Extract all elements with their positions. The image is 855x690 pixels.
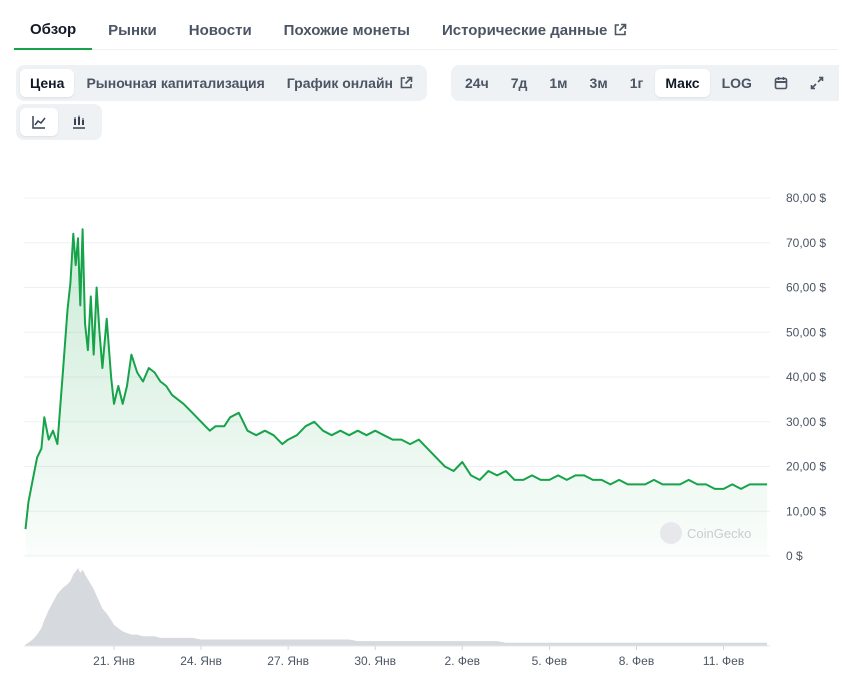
x-tick-label: 5. Фев: [532, 654, 568, 668]
tab-2[interactable]: Новости: [173, 10, 268, 50]
tab-bar: Обзор Рынки Новости Похожие монеты Историчес…: [14, 10, 838, 50]
y-tick-label: 20,00 $: [786, 460, 826, 474]
time-range-selector: 24ч 7д 1м 3м 1г Макс LOG: [451, 65, 839, 101]
y-tick-label: 40,00 $: [786, 370, 826, 384]
tab-label: Исторические данные: [441, 21, 608, 39]
y-tick-label: 30,00 $: [786, 415, 826, 429]
tab-label: Похожие монеты: [283, 21, 410, 39]
metric-button-0[interactable]: Цена: [20, 69, 75, 97]
range-button-3[interactable]: 3м: [589, 75, 608, 91]
price-area: [25, 229, 768, 557]
tab-0[interactable]: Обзор: [14, 10, 93, 50]
metric-button-1[interactable]: Рыночная капитализация: [76, 69, 274, 97]
expand-icon: [810, 76, 824, 90]
x-tick-label: 27. Янв: [267, 654, 309, 668]
calendar-icon: [774, 76, 788, 90]
metric-button-label: Рыночная капитализация: [86, 75, 265, 91]
range-button-2[interactable]: 1м: [549, 75, 568, 91]
calendar-button[interactable]: [764, 69, 798, 97]
candlestick-chart-icon: [71, 114, 87, 130]
range-button-4[interactable]: 1г: [629, 75, 644, 91]
tab-1[interactable]: Рынки: [92, 10, 173, 50]
y-tick-label: 10,00 $: [786, 504, 826, 518]
watermark: CoinGecko: [660, 522, 751, 544]
x-tick-label: 21. Янв: [93, 654, 135, 668]
metric-button-label: Цена: [30, 75, 65, 91]
y-tick-label: 60,00 $: [786, 281, 826, 295]
line-chart-button[interactable]: [20, 108, 58, 136]
external-link-icon: [613, 23, 627, 37]
tab-label: Рынки: [108, 21, 157, 39]
tab-label: Обзор: [30, 20, 77, 38]
coingecko-logo-icon: [660, 522, 682, 544]
x-tick-label: 24. Янв: [180, 654, 222, 668]
tab-4[interactable]: Исторические данные: [426, 10, 643, 50]
x-tick-label: 2. Фев: [445, 654, 481, 668]
watermark-text: CoinGecko: [687, 525, 752, 541]
range-button-1[interactable]: 7д: [510, 75, 528, 91]
range-button-6[interactable]: LOG: [721, 75, 752, 91]
chart-type-selector: [16, 104, 102, 140]
line-chart-icon: [31, 114, 47, 130]
metric-button-2[interactable]: График онлайн: [277, 69, 423, 97]
candlestick-chart-button[interactable]: [60, 108, 98, 136]
external-link-icon: [399, 76, 413, 90]
metric-selector: Цена Рыночная капитализация График онлайн: [16, 65, 428, 101]
x-tick-label: 11. Фев: [703, 654, 744, 668]
y-tick-label: 80,00 $: [786, 191, 826, 205]
y-tick-label: 70,00 $: [786, 236, 826, 250]
y-tick-label: 50,00 $: [786, 325, 826, 339]
range-button-0[interactable]: 24ч: [465, 75, 489, 91]
tab-3[interactable]: Похожие монеты: [268, 10, 426, 50]
volume-area: [25, 568, 768, 646]
tab-label: Новости: [188, 21, 252, 39]
expand-button[interactable]: [800, 69, 834, 97]
x-tick-label: 30. Янв: [354, 654, 396, 668]
price-line: [24, 228, 768, 530]
x-tick-label: 8. Фев: [619, 654, 655, 668]
metric-button-label: График онлайн: [286, 75, 394, 91]
y-tick-label: 0 $: [786, 549, 803, 563]
range-button-5[interactable]: Макс: [655, 69, 710, 97]
